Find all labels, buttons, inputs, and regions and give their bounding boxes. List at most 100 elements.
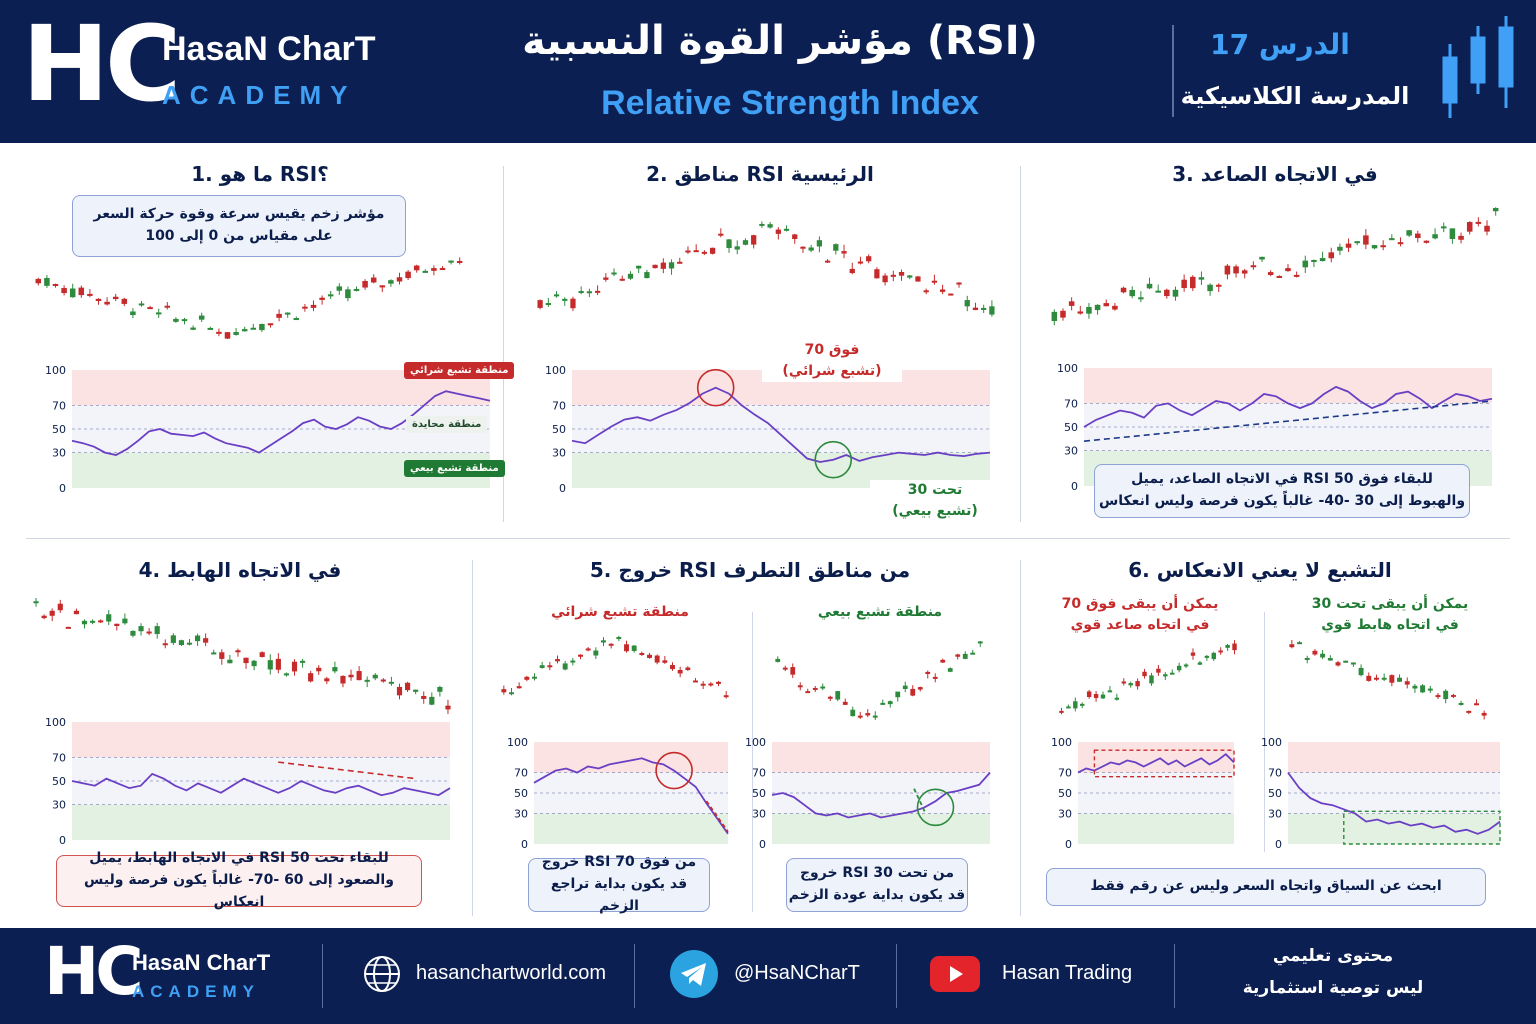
candle-body xyxy=(660,262,666,269)
candle-body xyxy=(647,654,652,658)
candle-body xyxy=(1389,238,1395,241)
candle-body xyxy=(1207,284,1213,292)
candle-body xyxy=(203,638,209,643)
divider-v5 xyxy=(752,612,753,912)
tick-label-30: 30 xyxy=(552,447,566,460)
oversold-zone xyxy=(772,813,990,844)
candle-body xyxy=(1128,683,1133,686)
overbought-zone xyxy=(772,742,990,773)
panel6-left-line2: في اتجاه صاعد قوي xyxy=(1070,617,1210,633)
candle-body xyxy=(353,288,360,291)
candle-body xyxy=(316,667,322,672)
candle-body xyxy=(1060,310,1066,318)
candle-body xyxy=(1458,702,1464,705)
candle-body xyxy=(1319,258,1326,262)
candle-body xyxy=(1345,243,1352,248)
candle-body xyxy=(842,701,848,705)
candle-body xyxy=(1225,645,1230,648)
candle-body xyxy=(1432,234,1438,239)
globe-icon[interactable] xyxy=(362,954,402,994)
candle-body xyxy=(1142,671,1147,677)
candle-body xyxy=(276,313,282,318)
panel4-rsi-chart: 0 30 50 70 100 xyxy=(45,716,451,847)
candle-body xyxy=(190,327,196,330)
panel2-below-line1: تحت 30 xyxy=(907,482,963,498)
candle-body xyxy=(1343,660,1349,663)
tick-label-30: 30 xyxy=(752,807,766,820)
candle-body xyxy=(456,260,463,263)
candle-body xyxy=(977,641,983,644)
candle-body xyxy=(759,223,765,226)
candle-body xyxy=(1164,289,1170,297)
panel6-note: ابحث عن السياق واتجاه السعر وليس عن رقم … xyxy=(1046,868,1486,906)
candle-body xyxy=(186,642,193,645)
candle-body xyxy=(608,643,614,646)
candle-body xyxy=(923,290,929,293)
candle-body xyxy=(1093,694,1099,699)
tick-label-100: 100 xyxy=(1057,362,1078,375)
rsi-line xyxy=(1077,753,1235,774)
candle-body xyxy=(1224,265,1231,275)
candle-body xyxy=(805,691,811,694)
tick-label-50: 50 xyxy=(1064,421,1078,434)
candles-icon xyxy=(1442,16,1514,118)
panel1-desc-line2: على مقياس من 0 إلى 100 xyxy=(145,228,333,244)
candle-body xyxy=(1086,691,1092,697)
candle-body xyxy=(1415,233,1421,238)
tick-label-30: 30 xyxy=(514,807,528,820)
panel1-tag-neutral: منطقة محايدة xyxy=(406,416,488,433)
candle-body xyxy=(275,658,281,670)
candle-body xyxy=(65,626,71,629)
candle-body xyxy=(259,652,265,657)
candle-body xyxy=(601,640,606,643)
candle-body xyxy=(49,610,55,616)
candle-body xyxy=(1358,667,1364,676)
candle-body xyxy=(87,293,93,296)
candle-body xyxy=(639,652,645,655)
candle-body xyxy=(104,301,110,305)
candle-body xyxy=(956,282,962,285)
footer-divider-2 xyxy=(634,944,635,1008)
candle-body xyxy=(1267,272,1274,276)
candle-body xyxy=(1172,289,1179,297)
panel4-note-line2: والصعود إلى 60 -70- غالباً يكون فرصة ولي… xyxy=(84,872,394,910)
candle-body xyxy=(1146,283,1153,289)
candle-body xyxy=(570,298,576,309)
telegram-icon[interactable] xyxy=(670,950,718,998)
tick-label-30: 30 xyxy=(52,799,66,812)
panel5-right-note: خروج RSI من تحت 30 قد يكون بداية عودة ال… xyxy=(786,858,968,912)
footer-youtube-link[interactable]: Hasan Trading xyxy=(1002,962,1133,984)
panel1-title: 1. ما هو RSI؟ xyxy=(191,162,329,186)
candle-body xyxy=(1250,265,1257,268)
candle-body xyxy=(882,275,888,283)
candle-body xyxy=(138,626,144,632)
tick-label-50: 50 xyxy=(1058,787,1072,800)
candle-body xyxy=(130,311,136,316)
candle-body xyxy=(812,687,818,690)
panel2-below-30-label: تحت 30 (تشبع بيعي) xyxy=(870,480,1000,522)
candle-body xyxy=(932,676,938,679)
candle-body xyxy=(532,676,537,679)
tick-label-100: 100 xyxy=(45,364,66,377)
footer-telegram-link[interactable]: @HsaNCharT xyxy=(734,962,860,984)
candle-body xyxy=(898,272,905,276)
tick-label-70: 70 xyxy=(514,767,528,780)
candle-body xyxy=(1366,675,1372,681)
candle-body xyxy=(723,695,729,698)
highlight-circle xyxy=(814,440,853,479)
tick-label-0: 0 xyxy=(1065,838,1072,851)
exit-arrow xyxy=(912,787,926,812)
footer-website-link[interactable]: hasanchartworld.com xyxy=(416,962,607,984)
candle-body xyxy=(1190,276,1196,289)
youtube-icon[interactable] xyxy=(930,956,980,992)
candle-body xyxy=(1086,307,1092,314)
panel2-rsi-chart: 0 30 50 70 100 xyxy=(545,364,991,495)
candle-body xyxy=(603,277,609,280)
footer-divider-3 xyxy=(896,944,897,1008)
candle-body xyxy=(216,331,222,334)
support-trendline xyxy=(1083,400,1493,442)
page-subtitle: Relative Strength Index xyxy=(601,84,979,122)
panel5-left-note: خروج RSI من فوق 70 قد يكون بداية تراجع ا… xyxy=(528,854,710,914)
candle-body xyxy=(611,272,617,275)
tick-label-100: 100 xyxy=(45,716,66,729)
